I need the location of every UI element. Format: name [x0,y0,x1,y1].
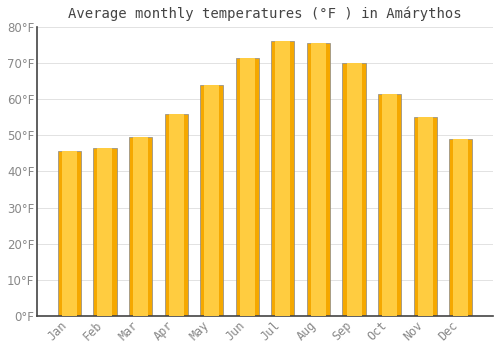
Bar [307,43,330,316]
Bar [133,137,148,316]
Bar [164,113,188,316]
Bar [58,152,81,316]
Bar [382,94,397,316]
Bar [62,152,77,316]
Bar [272,41,294,316]
Bar [311,43,326,316]
Bar [418,117,432,316]
Bar [378,94,401,316]
Bar [240,57,255,316]
Bar [204,85,219,316]
Bar [414,117,437,316]
Bar [98,148,112,316]
Bar [236,57,259,316]
Bar [346,63,362,316]
Bar [449,139,472,316]
Bar [342,63,365,316]
Title: Average monthly temperatures (°F ) in Amárythos: Average monthly temperatures (°F ) in Am… [68,7,462,21]
Bar [200,85,224,316]
Bar [168,113,184,316]
Bar [94,148,116,316]
Bar [454,139,468,316]
Bar [276,41,290,316]
Bar [129,137,152,316]
